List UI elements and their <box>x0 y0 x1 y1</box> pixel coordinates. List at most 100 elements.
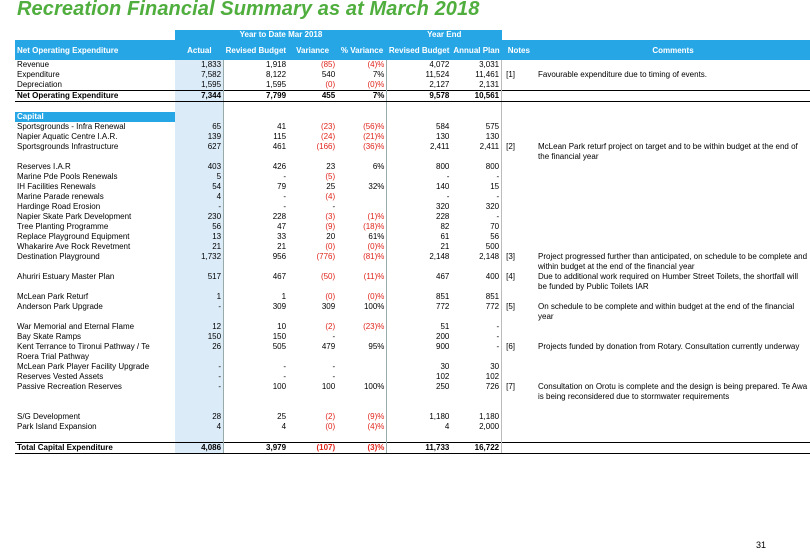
cell-plan: 800 <box>451 162 503 172</box>
spacer-cell <box>288 432 337 443</box>
cell-comment <box>536 192 810 202</box>
cell-rev: 47 <box>277 222 287 231</box>
cell-ye_rev: 130 <box>436 132 450 141</box>
cell-ye_rev: 82 <box>440 222 450 231</box>
cell-ye_rev: 200 <box>436 332 450 341</box>
cell-var: - <box>332 362 336 371</box>
spacer-cell <box>15 102 175 113</box>
cell-ye_rev: 1,180 <box>429 412 450 421</box>
row-label: War Memorial and Eternal Flame <box>17 322 135 331</box>
cell-var: 100 <box>321 382 336 391</box>
capital-row: Replace Playground Equipment 13 33 20 61% 61 5… <box>15 232 810 242</box>
row-label: Destination Playground <box>17 252 100 261</box>
cell-note <box>502 192 536 202</box>
cell-actual: 12 <box>175 322 225 332</box>
cell-comment: On schedule to be complete and within bu… <box>538 302 795 321</box>
cell-ye_rev: 320 <box>436 202 450 211</box>
row-label: S/G Development <box>17 412 81 421</box>
cell-var: (107) <box>288 442 338 454</box>
operating-row: Expenditure 7,582 8,122 540 7% 11,524 11,461 [1… <box>15 70 810 80</box>
cell-actual: 54 <box>175 182 225 192</box>
cell-ye_rev: 51 <box>440 322 450 331</box>
cell-note <box>502 212 536 222</box>
cell-var: (4) <box>325 192 336 201</box>
spacer-cell <box>451 101 503 112</box>
cell-actual: - <box>175 362 225 372</box>
cell-comment <box>536 322 810 332</box>
cell-actual: 21 <box>175 242 225 252</box>
cell-pct: 61% <box>337 232 388 242</box>
cell-comment <box>536 412 810 422</box>
cell-rev: 3,979 <box>223 442 289 454</box>
cell-var: 25 <box>326 182 336 191</box>
cell-note <box>501 90 537 102</box>
capital-row: Ahuriri Estuary Master Plan 517 467 (50) (11… <box>15 272 810 292</box>
cell-comment <box>536 122 810 132</box>
cell-pct: 7% <box>337 90 388 102</box>
cell-actual: 56 <box>175 222 225 232</box>
cell-rev: 7,799 <box>223 90 289 102</box>
capital-row: Whakarire Ave Rock Revetment 21 21 (0) (0)% 2… <box>15 242 810 252</box>
blank-cell <box>536 112 810 122</box>
spacer-cell <box>536 102 810 113</box>
cell-plan: 15 <box>451 182 503 192</box>
cell-rev: 100 <box>272 382 287 391</box>
spacer-cell <box>175 432 225 443</box>
cell-plan: 575 <box>451 122 503 132</box>
ytd-group-header: Year to Date Mar 2018 <box>175 30 387 40</box>
cell-comment <box>536 182 810 192</box>
cell-note <box>502 80 536 91</box>
cell-rev: 505 <box>272 342 287 351</box>
capital-row: Marine Parade renewals 4- (4) - - <box>15 192 810 202</box>
capital-row: McLean Park Player Facility Upgrade - - - 30… <box>15 362 810 372</box>
cell-var: (776) <box>316 252 336 261</box>
cell-rev: 8,122 <box>266 70 287 79</box>
spacer-cell <box>536 432 810 443</box>
spacer-cell <box>502 432 536 443</box>
cell-plan: - <box>451 342 503 362</box>
cell-ye_rev: 2,148 <box>429 252 450 261</box>
cell-rev: 150 <box>272 332 287 341</box>
cell-var: 455 <box>288 90 338 102</box>
cell-plan: 320 <box>451 202 503 212</box>
cell-var: (5) <box>325 172 336 181</box>
spacer-row <box>15 101 810 113</box>
cell-var: 23 <box>326 162 336 171</box>
cell-pct: (0)% <box>337 242 388 252</box>
col-header-variance: Variance <box>288 40 338 60</box>
blank-cell <box>502 112 536 122</box>
row-label: Park Island Expansion <box>17 422 97 431</box>
cell-plan: 2,131 <box>451 80 503 91</box>
cell-comment <box>536 162 810 172</box>
cell-plan: 16,722 <box>451 442 503 454</box>
cell-var: - <box>332 332 336 341</box>
cell-actual: 1,732 <box>175 252 225 272</box>
cell-ye_rev: 11,524 <box>425 70 450 79</box>
cell-plan: 2,000 <box>451 422 503 432</box>
cell-comment <box>536 60 810 70</box>
cell-rev: - <box>283 172 287 181</box>
cell-pct: (0)% <box>337 80 388 91</box>
cell-ye_rev: 4 <box>444 422 450 431</box>
cell-pct: 32% <box>337 182 388 192</box>
blank-cell <box>224 112 288 122</box>
cell-actual: 5 <box>175 172 225 182</box>
cell-actual: 1,595 <box>175 80 225 91</box>
cell-rev: - <box>283 202 287 211</box>
cell-note: [2] <box>506 142 516 151</box>
cell-ye_rev: 30 <box>440 362 450 371</box>
cell-plan: 10,561 <box>451 90 503 102</box>
cell-actual: 28 <box>175 412 225 422</box>
row-label: Replace Playground Equipment <box>17 232 130 241</box>
cell-comment: Favourable expenditure due to timing of … <box>538 70 708 79</box>
cell-note: [6] <box>506 342 516 351</box>
capital-row: Marine Pde Pools Renewals 5- (5) - - <box>15 172 810 182</box>
cell-actual: 4 <box>175 192 225 202</box>
cell-pct: (21)% <box>337 132 388 142</box>
capital-row: Anderson Park Upgrade -309 309 100% 772 772 [5… <box>15 302 810 322</box>
cell-pct <box>337 362 388 372</box>
blank-cell <box>387 112 451 122</box>
cell-note <box>502 372 536 382</box>
cell-rev: 461 <box>272 142 287 151</box>
cell-rev: - <box>283 362 287 371</box>
